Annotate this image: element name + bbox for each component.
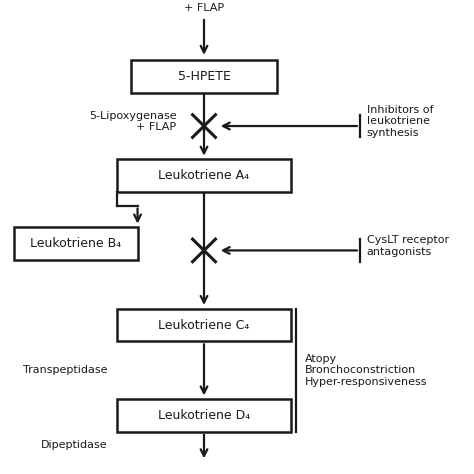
Text: Leukotriene D₄: Leukotriene D₄ <box>158 409 250 422</box>
Text: Leukotriene A₄: Leukotriene A₄ <box>158 169 250 182</box>
Text: CysLT receptor
antagonists: CysLT receptor antagonists <box>367 235 449 257</box>
Text: Transpeptidase: Transpeptidase <box>23 365 108 375</box>
Text: Inhibitors of
leukotriene
synthesis: Inhibitors of leukotriene synthesis <box>367 105 433 138</box>
Bar <box>131 60 277 92</box>
Bar <box>117 309 291 341</box>
Text: Leukotriene B₄: Leukotriene B₄ <box>30 237 121 250</box>
Text: + FLAP: + FLAP <box>184 3 224 13</box>
Bar <box>117 159 291 192</box>
Text: 5-Lipoxygenase
+ FLAP: 5-Lipoxygenase + FLAP <box>89 111 176 132</box>
Bar <box>14 228 137 260</box>
Bar <box>117 399 291 432</box>
Text: Atopy
Bronchoconstriction
Hyper-responsiveness: Atopy Bronchoconstriction Hyper-responsi… <box>305 354 428 387</box>
Text: Leukotriene C₄: Leukotriene C₄ <box>158 319 250 332</box>
Text: Dipeptidase: Dipeptidase <box>41 440 108 450</box>
Text: 5-HPETE: 5-HPETE <box>178 70 230 83</box>
